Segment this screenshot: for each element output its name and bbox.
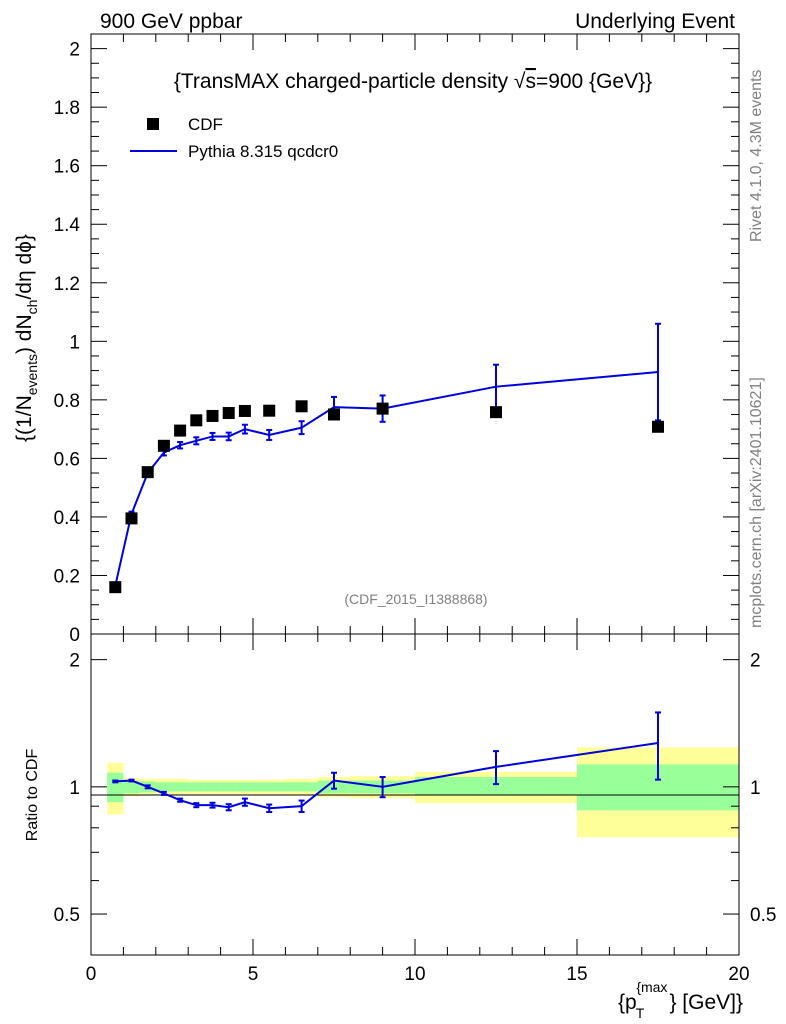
- cdf-marker: [141, 466, 154, 479]
- ratio-stat-band: [236, 782, 253, 792]
- cdf-marker: [157, 439, 170, 452]
- x-tick-label: 5: [248, 964, 259, 985]
- main-data-marks: [109, 322, 664, 594]
- main-ytick-label: 0.6: [54, 449, 80, 470]
- x-tick-label: 15: [566, 964, 587, 985]
- ratio-stat-band: [123, 780, 140, 794]
- ratio-stat-band: [188, 782, 205, 792]
- main-ytick-label: 2: [69, 40, 80, 61]
- ratio-ytick-labels: 0.5 0.5 1 1 2 2: [54, 651, 777, 926]
- cdf-marker: [174, 424, 187, 437]
- cdf-marker: [190, 414, 203, 427]
- ratio-stat-band: [107, 772, 124, 803]
- ratio-ylabel: Ratio to CDF: [24, 749, 41, 842]
- x-tick-label: 20: [728, 964, 749, 985]
- x-tick-label: 0: [86, 964, 97, 985]
- legend-label-pythia: Pythia 8.315 qcdcr0: [188, 142, 338, 161]
- ratio-data-marks: [112, 711, 661, 813]
- x-tick-label: 10: [404, 964, 425, 985]
- ratio-line: [115, 741, 659, 810]
- ratio-uncertainty-bands: [107, 747, 739, 838]
- main-ytick-label: 1: [69, 332, 80, 353]
- cdf-marker: [490, 406, 502, 419]
- main-ytick-label: 1.6: [54, 157, 80, 178]
- cdf-marker: [652, 420, 664, 433]
- ratio-panel: 0.5 0.5 1 1 2 2 0 5 10 15 20 Ratio to CDF {pT{max…: [24, 633, 777, 1021]
- main-ylabel: {(1/Nevents) dNch/dη dϕ}: [13, 234, 40, 442]
- cdf-marker: [206, 409, 219, 422]
- analysis-watermark: (CDF_2015_I1388868): [344, 591, 487, 607]
- cdf-marker: [328, 408, 340, 421]
- cdf-marker: [295, 400, 308, 413]
- cdf-marker: [125, 512, 138, 525]
- main-ticks: [90, 34, 740, 635]
- ratio-stat-band: [204, 782, 221, 792]
- header-right: Underlying Event: [575, 10, 735, 33]
- main-ytick-label: 1.8: [54, 98, 80, 119]
- legend-label-cdf: CDF: [188, 115, 223, 134]
- main-ytick-labels: 0 0.2 0.4 0.6 0.8 1 1.2 1.4 1.6 1.8 2: [54, 40, 81, 646]
- rivet-label: Rivet 4.1.0, 4.3M events: [748, 69, 765, 242]
- legend-marker-cdf: [147, 118, 159, 130]
- main-ytick-label: 0.2: [54, 566, 80, 587]
- main-panel: 0 0.2 0.4 0.6 0.8 1 1.2 1.4 1.6 1.8 2 {TransMAX ch…: [13, 33, 740, 646]
- ratio-stat-band: [285, 782, 318, 792]
- cdf-marker: [222, 407, 235, 420]
- ratio-ticks: [90, 634, 740, 955]
- cdf-marker: [109, 581, 122, 594]
- ratio-ytick-label-left: 0.5: [54, 905, 80, 926]
- main-ytick-label: 0.4: [54, 508, 81, 529]
- ratio-ytick-label-right: 1: [750, 778, 761, 799]
- ratio-ytick-label-right: 2: [750, 651, 761, 672]
- ratio-stat-band: [415, 777, 577, 796]
- ratio-ytick-label-left: 2: [69, 651, 80, 672]
- chart-title: {TransMAX charged-particle density √s=90…: [174, 70, 652, 93]
- header-left: 900 GeV ppbar: [100, 10, 242, 33]
- cdf-marker: [263, 404, 276, 417]
- main-ytick-label: 1.4: [54, 215, 81, 236]
- ratio-stat-band: [155, 782, 172, 792]
- ratio-ytick-label-left: 1: [69, 778, 80, 799]
- cdf-marker: [376, 402, 389, 415]
- main-ytick-label: 0.8: [54, 391, 80, 412]
- x-axis-label: {pT{max} [GeV]}: [618, 979, 743, 1021]
- ratio-stat-band: [172, 782, 189, 792]
- cdf-marker: [238, 404, 251, 417]
- ratio-stat-band: [253, 782, 286, 792]
- ratio-stat-band: [220, 782, 237, 792]
- ratio-ytick-label-right: 0.5: [750, 905, 776, 926]
- main-ytick-label: 1.2: [54, 274, 80, 295]
- main-ytick-label: 0: [69, 625, 80, 646]
- x-tick-labels: 0 5 10 15 20: [86, 964, 750, 985]
- mcplots-label: mcplots.cern.ch [arXiv:2401.10621]: [748, 377, 765, 628]
